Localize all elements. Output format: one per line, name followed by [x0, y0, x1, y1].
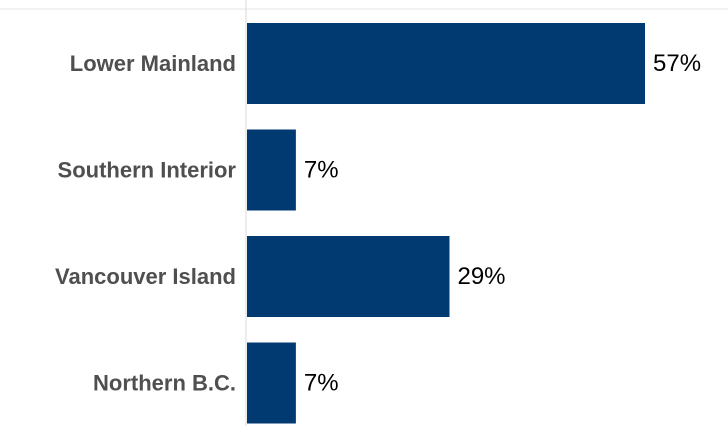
category-labels: Lower Mainland Southern Interior Vancouver…	[55, 51, 236, 396]
bar-southern-interior	[247, 129, 296, 211]
value-labels: 57% 7% 29% 7%	[304, 50, 701, 397]
bar-vancouver-island	[247, 236, 450, 317]
value-label-northern-b-c: 7%	[304, 370, 339, 397]
value-label-southern-interior: 7%	[304, 157, 339, 184]
category-label-northern-b-c: Northern B.C.	[93, 371, 236, 396]
category-label-vancouver-island: Vancouver Island	[55, 264, 236, 289]
category-label-southern-interior: Southern Interior	[58, 158, 237, 183]
category-label-lower-mainland: Lower Mainland	[70, 51, 236, 76]
bars-group	[247, 23, 645, 424]
value-label-vancouver-island: 29%	[457, 263, 505, 290]
bar-northern-b-c	[247, 342, 296, 424]
value-label-lower-mainland: 57%	[653, 50, 701, 77]
bar-lower-mainland	[247, 23, 645, 104]
